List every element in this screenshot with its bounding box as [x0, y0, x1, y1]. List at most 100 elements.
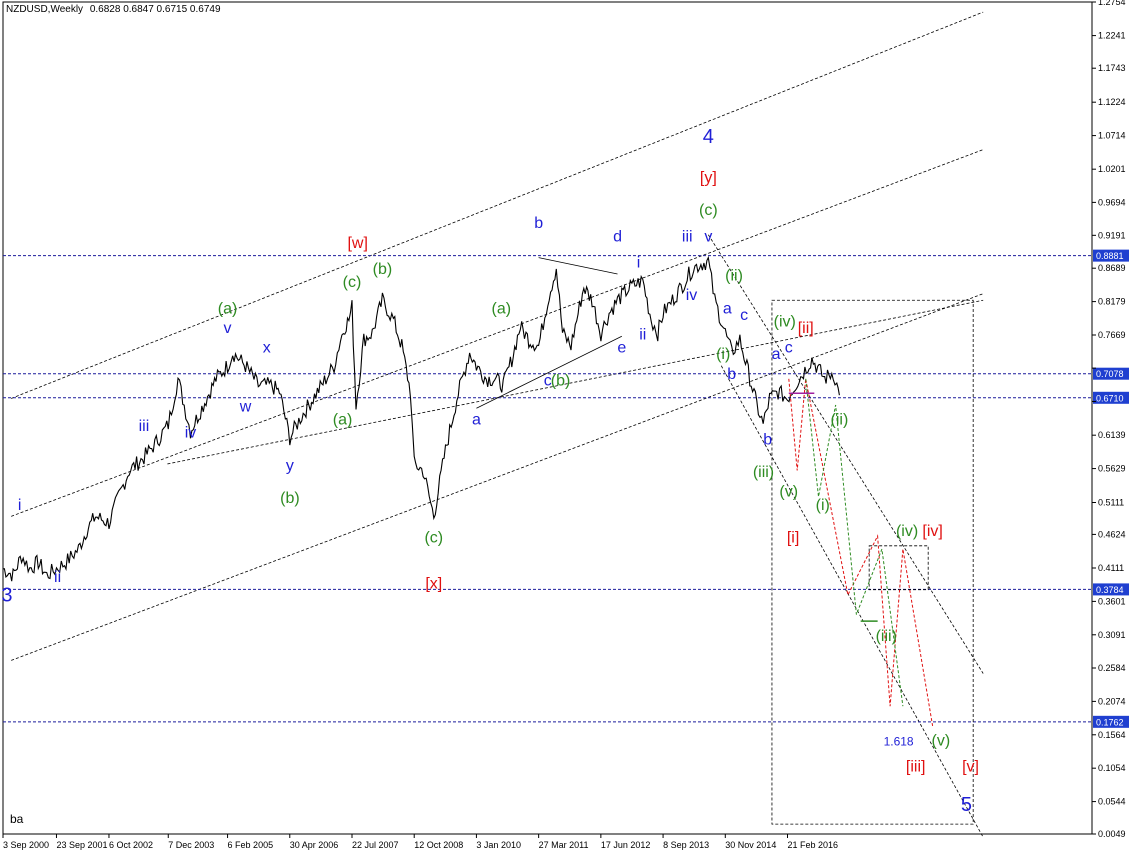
y-tick-label: 0.0544	[1098, 797, 1126, 807]
y-tick-label: 0.9191	[1098, 230, 1126, 240]
level-marker-label: 0.8881	[1096, 251, 1124, 261]
channel-line	[11, 149, 984, 517]
y-tick-label: 0.1054	[1098, 763, 1126, 773]
price-series	[2, 255, 840, 582]
corner-text: ba	[10, 812, 24, 826]
wave-label: iii	[139, 418, 150, 435]
y-axis: 0.8881 0.7078 0.6710 0.3784 0.1762 1.2754 1.22…	[1092, 0, 1129, 839]
y-tick-label: 0.0049	[1098, 829, 1126, 839]
channel-line	[720, 365, 984, 838]
wave-label: (v)	[779, 484, 798, 501]
wave-label: a	[772, 346, 781, 363]
y-tick-label: 0.1564	[1098, 730, 1126, 740]
wave-label: ii	[639, 327, 646, 344]
x-tick-label: 22 Jul 2007	[352, 840, 399, 850]
x-axis: 3 Sep 2000 23 Sep 2001 6 Oct 2002 7 Dec 200…	[2, 834, 839, 850]
projection-subbox	[868, 545, 929, 591]
wave-label: x	[263, 340, 271, 357]
y-tick-label: 1.2754	[1098, 0, 1126, 7]
chart-header: NZDUSD,Weekly 0.6828 0.6847 0.6715 0.674…	[6, 4, 225, 15]
projection-paths	[788, 378, 934, 726]
wave-label: (iv)	[774, 313, 796, 330]
wave-label: [ii]	[798, 320, 814, 337]
level-marker-label: 0.7078	[1096, 369, 1124, 379]
wave-label: (b)	[373, 261, 393, 278]
y-tick-label: 0.5629	[1098, 464, 1126, 474]
plot-frame	[2, 1, 1093, 835]
triangle-bottom	[476, 335, 623, 409]
y-tick-label: 0.4624	[1098, 529, 1126, 539]
level-marker	[1093, 391, 1129, 404]
wave-label: e	[617, 340, 626, 357]
wave-label: iv	[185, 425, 197, 442]
y-tick-label: 1.0201	[1098, 164, 1126, 174]
y-tick-label: 0.3601	[1098, 596, 1126, 606]
wave-label: (b)	[280, 490, 300, 507]
wave-label: c	[740, 307, 748, 324]
wave-label: y	[286, 457, 294, 474]
level-marker-label: 0.1762	[1096, 717, 1124, 727]
wave-label: (a)	[218, 300, 238, 317]
y-tick-label: 1.0714	[1098, 131, 1126, 141]
level-marker	[1093, 367, 1129, 380]
wave-label: i	[18, 497, 22, 514]
wave-label: [v]	[962, 759, 979, 776]
wave-label: b	[534, 215, 543, 232]
chart-header-ohlc: 0.6828 0.6847 0.6715 0.6749	[89, 4, 221, 15]
projection-green	[805, 378, 904, 707]
chart-header-symbol: NZDUSD,Weekly	[6, 4, 84, 15]
wave-label: 4	[703, 126, 714, 148]
x-tick-label: 17 Jun 2012	[601, 840, 651, 850]
triangle-top	[538, 257, 618, 275]
wave-label: [iv]	[922, 523, 942, 540]
level-marker	[1093, 715, 1129, 728]
y-tick-label: 0.8689	[1098, 263, 1126, 273]
wave-label: b	[763, 431, 772, 448]
wave-label: [iii]	[906, 759, 926, 776]
x-tick-label: 21 Feb 2016	[788, 840, 839, 850]
channel-line	[11, 11, 984, 399]
x-tick-label: 6 Oct 2002	[109, 840, 153, 850]
y-tick-label: 0.6139	[1098, 430, 1126, 440]
wave-label: d	[613, 228, 622, 245]
y-tick-label: 1.1743	[1098, 63, 1126, 73]
y-tick-label: 0.7669	[1098, 330, 1126, 340]
channel-line	[708, 234, 984, 674]
y-tick-label: 0.2584	[1098, 663, 1126, 673]
channel-lines	[11, 11, 984, 838]
wave-label: (ii)	[725, 268, 743, 285]
x-tick-label: 3 Sep 2000	[3, 840, 49, 850]
wave-label: a	[472, 412, 481, 429]
projection-box	[771, 299, 974, 825]
wave-label: [i]	[787, 530, 799, 547]
level-marker-label: 0.6710	[1096, 393, 1124, 403]
wave-label: [y]	[700, 169, 717, 186]
wave-label: i	[637, 254, 641, 271]
wave-label: (iv)	[896, 523, 918, 540]
level-marker	[1093, 249, 1129, 262]
y-tick-label: 0.3091	[1098, 630, 1126, 640]
level-marker-label: 0.3784	[1096, 585, 1124, 595]
wave-label: iii	[682, 228, 693, 245]
wave-label: (a)	[492, 300, 512, 317]
channel-line	[11, 293, 984, 661]
wave-label: (iii)	[876, 628, 897, 645]
wave-label: (i)	[716, 346, 730, 363]
wave-label: [x]	[425, 575, 442, 592]
y-tick-label: 0.8179	[1098, 297, 1126, 307]
x-tick-label: 23 Sep 2001	[56, 840, 107, 850]
y-tick-label: 1.2241	[1098, 31, 1126, 41]
wave-label: w	[239, 399, 252, 416]
wave-label: (i)	[816, 497, 830, 514]
y-tick-label: 0.5111	[1098, 498, 1124, 508]
y-tick-label: 0.4111	[1098, 563, 1124, 573]
y-tick-label: 1.1224	[1098, 97, 1126, 107]
projection-red	[788, 378, 934, 726]
wave-label: (iii)	[753, 464, 774, 481]
y-tick-label: 0.9694	[1098, 197, 1126, 207]
wave-label: (c)	[424, 530, 443, 547]
wave-label: a	[723, 300, 732, 317]
x-tick-label: 27 Mar 2011	[539, 840, 589, 850]
